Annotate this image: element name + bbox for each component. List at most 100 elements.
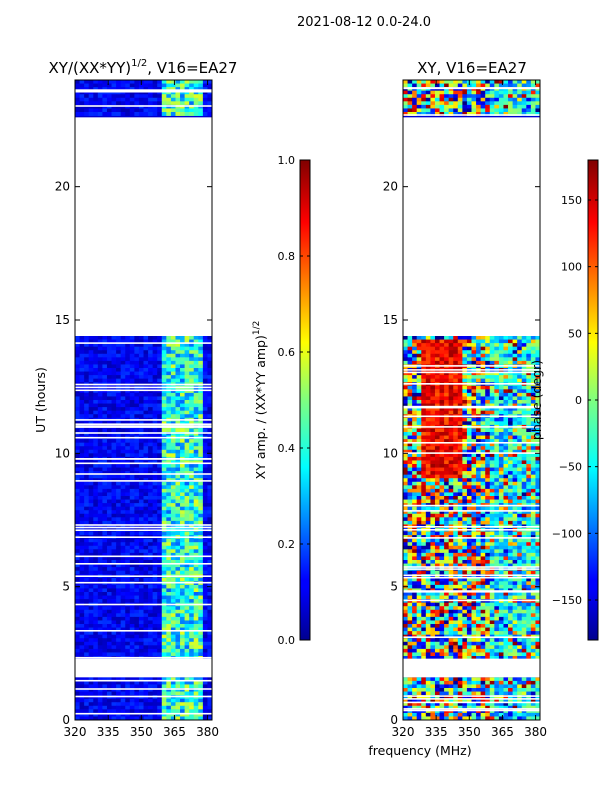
heatmap-cell: [439, 421, 445, 426]
heatmap-cell: [198, 485, 204, 490]
heatmap-cell: [526, 350, 532, 355]
heatmap-cell: [138, 702, 144, 707]
heatmap-cell: [517, 410, 523, 415]
x-tick-label: 350: [130, 725, 153, 739]
heatmap-cell: [97, 599, 103, 604]
heatmap-cell: [120, 563, 126, 568]
heatmap-cell: [88, 680, 94, 685]
heatmap-cell: [106, 336, 112, 340]
heatmap-cell: [189, 90, 195, 95]
heatmap-cell: [88, 80, 94, 84]
heatmap-cell: [508, 439, 513, 444]
flagged-row: [75, 389, 212, 392]
heatmap-cell: [521, 108, 527, 113]
heatmap-cell: [485, 449, 491, 454]
heatmap-cell: [111, 368, 117, 372]
heatmap-cell: [521, 343, 527, 348]
heatmap-cell: [84, 432, 90, 436]
heatmap-cell: [180, 428, 185, 433]
heatmap-cell: [175, 492, 181, 497]
heatmap-cell: [143, 641, 149, 646]
heatmap-cell: [189, 343, 195, 348]
heatmap-cell: [407, 449, 413, 454]
heatmap-cell: [407, 446, 413, 451]
heatmap-cell: [152, 645, 158, 650]
heatmap-cell: [138, 499, 144, 504]
heatmap-cell: [407, 83, 413, 88]
heatmap-cell: [430, 108, 436, 113]
heatmap-cell: [189, 709, 195, 714]
heatmap-cell: [134, 499, 140, 504]
heatmap-cell: [170, 588, 176, 593]
heatmap-cell: [180, 400, 185, 404]
heatmap-cell: [166, 453, 172, 458]
heatmap-cell: [161, 353, 167, 358]
heatmap-cell: [166, 613, 172, 618]
heatmap-cell: [102, 563, 108, 568]
heatmap-cell: [152, 624, 158, 628]
heatmap-cell: [138, 577, 144, 582]
heatmap-cell: [416, 456, 422, 461]
heatmap-cell: [143, 577, 149, 582]
heatmap-cell: [517, 456, 523, 461]
heatmap-cell: [106, 510, 112, 515]
heatmap-cell: [97, 552, 103, 557]
heatmap-cell: [170, 396, 176, 401]
heatmap-cell: [457, 400, 463, 404]
heatmap-cell: [134, 371, 140, 376]
heatmap-cell: [489, 474, 495, 479]
heatmap-cell: [462, 353, 468, 358]
heatmap-cell: [184, 510, 190, 515]
heatmap-cell: [143, 389, 149, 394]
heatmap-cell: [430, 97, 436, 102]
heatmap-cell: [494, 90, 500, 95]
heatmap-cell: [466, 97, 472, 102]
heatmap-cell: [152, 567, 158, 572]
heatmap-cell: [184, 641, 190, 646]
heatmap-cell: [88, 350, 94, 355]
heatmap-cell: [189, 346, 195, 351]
heatmap-cell: [148, 570, 154, 575]
heatmap-cell: [202, 624, 208, 628]
heatmap-cell: [93, 684, 99, 689]
heatmap-cell: [93, 588, 99, 593]
heatmap-cell: [75, 716, 80, 720]
heatmap-cell: [508, 80, 513, 84]
heatmap-cell: [494, 350, 500, 355]
heatmap-cell: [184, 606, 190, 611]
heatmap-cell: [480, 392, 486, 397]
heatmap-cell: [120, 688, 126, 692]
heatmap-cell: [129, 531, 135, 536]
heatmap-cell: [535, 421, 540, 426]
heatmap-cell: [170, 364, 176, 369]
heatmap-cell: [407, 80, 413, 84]
heatmap-cell: [129, 392, 135, 397]
heatmap-cell: [88, 400, 94, 404]
heatmap-cell: [116, 481, 122, 486]
heatmap-cell: [425, 378, 431, 383]
heatmap-cell: [97, 698, 103, 703]
heatmap-cell: [430, 449, 436, 454]
heatmap-cell: [116, 392, 122, 397]
heatmap-cell: [79, 343, 85, 348]
heatmap-cell: [466, 336, 472, 340]
heatmap-cell: [75, 613, 80, 618]
heatmap-cell: [79, 712, 85, 717]
heatmap-cell: [498, 474, 504, 479]
heatmap-cell: [138, 449, 144, 454]
heatmap-cell: [175, 104, 181, 109]
heatmap-cell: [526, 389, 532, 394]
heatmap-cell: [439, 389, 445, 394]
heatmap-cell: [184, 652, 190, 657]
heatmap-cell: [116, 474, 122, 479]
heatmap-cell: [198, 510, 204, 515]
heatmap-cell: [106, 584, 112, 589]
heatmap-cell: [152, 616, 158, 621]
heatmap-cell: [180, 83, 185, 88]
heatmap-cell: [448, 357, 454, 362]
heatmap-cell: [489, 396, 495, 401]
heatmap-cell: [111, 631, 117, 636]
heatmap-cell: [166, 492, 172, 497]
heatmap-cell: [412, 101, 418, 106]
heatmap-cell: [93, 378, 99, 383]
